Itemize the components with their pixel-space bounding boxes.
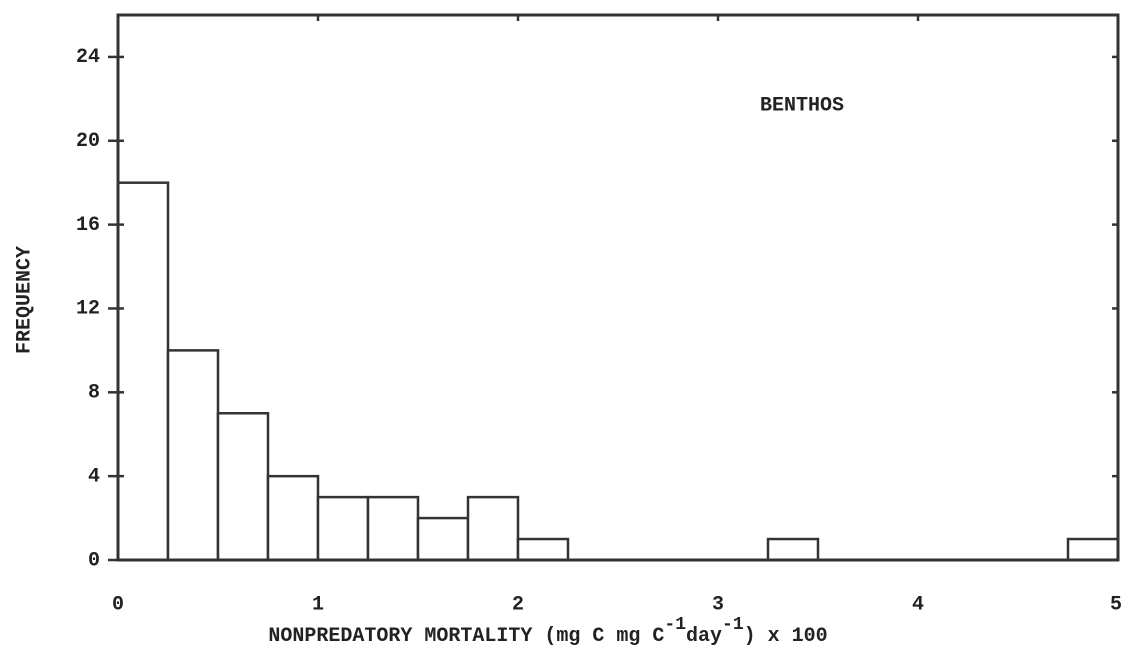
x-tick-label: 4: [912, 593, 924, 616]
bar: [116, 181, 170, 562]
bar: [266, 474, 320, 562]
annotation: BENTHOS: [760, 94, 844, 117]
x-tick-label: 0: [112, 593, 124, 616]
y-tick-label: 16: [76, 214, 100, 237]
y-tick-label: 4: [88, 465, 100, 488]
x-axis-label-part: -1: [664, 615, 686, 635]
bar: [416, 516, 470, 562]
x-axis-label-part: day: [686, 625, 722, 648]
x-axis-label-part: ) x 100: [744, 625, 828, 648]
bar: [316, 495, 370, 562]
y-tick-label: 8: [88, 382, 100, 405]
x-tick-label: 2: [512, 593, 524, 616]
y-tick-label: 12: [76, 298, 100, 321]
x-axis-label-part: NONPREDATORY MORTALITY (mg C mg C: [268, 625, 664, 648]
x-axis-label: NONPREDATORY MORTALITY (mg C mg C-1day-1…: [268, 615, 827, 649]
bar: [466, 495, 520, 562]
x-axis-label-part: -1: [722, 615, 744, 635]
bar: [766, 537, 820, 562]
plot-frame: [116, 13, 1120, 562]
x-tick-label: 3: [712, 593, 724, 616]
bar: [516, 537, 570, 562]
bar: [366, 495, 420, 562]
y-axis-label: FREQUENCY: [13, 246, 36, 354]
x-tick-label: 5: [1110, 593, 1122, 616]
bar: [1066, 537, 1120, 562]
x-tick-label: 1: [312, 593, 324, 616]
y-tick-label: 24: [76, 46, 100, 69]
bar: [216, 412, 270, 562]
bar: [166, 349, 220, 562]
y-tick-label: 0: [88, 549, 100, 572]
y-tick-label: 20: [76, 130, 100, 153]
